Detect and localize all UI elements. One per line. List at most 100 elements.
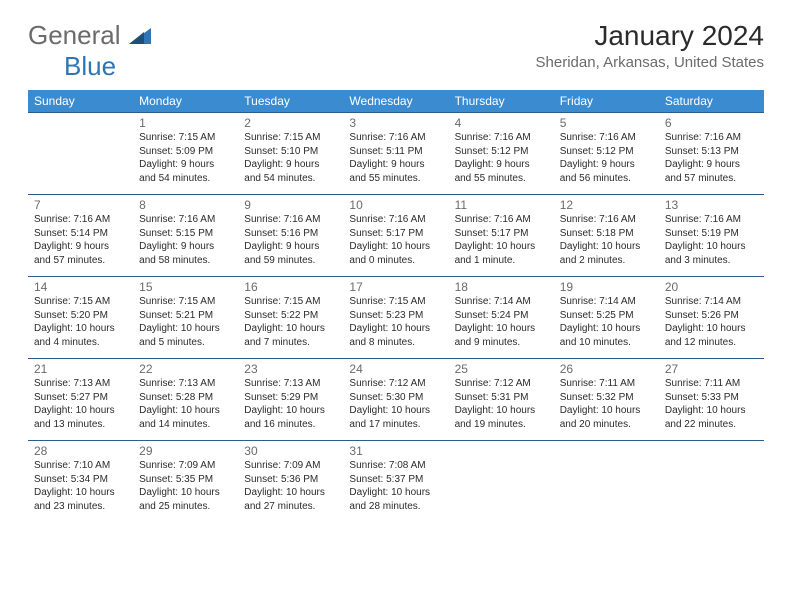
day-info: Sunrise: 7:08 AMSunset: 5:37 PMDaylight:… [349,459,442,513]
day-cell: 3Sunrise: 7:16 AMSunset: 5:11 PMDaylight… [343,113,448,195]
sunset-text: Sunset: 5:17 PM [455,227,548,241]
sunrise-text: Sunrise: 7:08 AM [349,459,442,473]
sunrise-text: Sunrise: 7:16 AM [665,213,758,227]
sunset-text: Sunset: 5:17 PM [349,227,442,241]
day-cell: 4Sunrise: 7:16 AMSunset: 5:12 PMDaylight… [449,113,554,195]
col-thursday: Thursday [449,90,554,113]
daylight-text-1: Daylight: 10 hours [34,322,127,336]
day-info: Sunrise: 7:16 AMSunset: 5:12 PMDaylight:… [560,131,653,185]
daylight-text-2: and 5 minutes. [139,336,232,350]
day-cell: 17Sunrise: 7:15 AMSunset: 5:23 PMDayligh… [343,277,448,359]
sunrise-text: Sunrise: 7:14 AM [560,295,653,309]
daylight-text-2: and 20 minutes. [560,418,653,432]
daylight-text-1: Daylight: 10 hours [139,322,232,336]
daylight-text-1: Daylight: 10 hours [244,404,337,418]
day-number: 2 [244,116,337,130]
daylight-text-2: and 13 minutes. [34,418,127,432]
daylight-text-1: Daylight: 10 hours [665,404,758,418]
week-row: 28Sunrise: 7:10 AMSunset: 5:34 PMDayligh… [28,441,764,523]
day-number: 1 [139,116,232,130]
daylight-text-1: Daylight: 10 hours [34,404,127,418]
logo-text: General Blue [28,20,151,82]
daylight-text-2: and 8 minutes. [349,336,442,350]
daylight-text-1: Daylight: 10 hours [34,486,127,500]
sunrise-text: Sunrise: 7:14 AM [455,295,548,309]
daylight-text-1: Daylight: 10 hours [349,322,442,336]
day-info: Sunrise: 7:16 AMSunset: 5:16 PMDaylight:… [244,213,337,267]
day-cell: 19Sunrise: 7:14 AMSunset: 5:25 PMDayligh… [554,277,659,359]
sunrise-text: Sunrise: 7:16 AM [349,213,442,227]
week-row: 21Sunrise: 7:13 AMSunset: 5:27 PMDayligh… [28,359,764,441]
daylight-text-1: Daylight: 9 hours [244,240,337,254]
daylight-text-2: and 27 minutes. [244,500,337,514]
day-number: 4 [455,116,548,130]
sunrise-text: Sunrise: 7:12 AM [455,377,548,391]
day-info: Sunrise: 7:16 AMSunset: 5:17 PMDaylight:… [349,213,442,267]
day-number: 24 [349,362,442,376]
sunrise-text: Sunrise: 7:09 AM [244,459,337,473]
day-number: 16 [244,280,337,294]
sunrise-text: Sunrise: 7:16 AM [244,213,337,227]
sunset-text: Sunset: 5:24 PM [455,309,548,323]
day-info: Sunrise: 7:13 AMSunset: 5:29 PMDaylight:… [244,377,337,431]
day-cell: 29Sunrise: 7:09 AMSunset: 5:35 PMDayligh… [133,441,238,523]
daylight-text-1: Daylight: 10 hours [349,404,442,418]
sunrise-text: Sunrise: 7:10 AM [34,459,127,473]
sunset-text: Sunset: 5:20 PM [34,309,127,323]
day-cell: 15Sunrise: 7:15 AMSunset: 5:21 PMDayligh… [133,277,238,359]
day-cell: 23Sunrise: 7:13 AMSunset: 5:29 PMDayligh… [238,359,343,441]
day-info: Sunrise: 7:11 AMSunset: 5:33 PMDaylight:… [665,377,758,431]
day-cell: 25Sunrise: 7:12 AMSunset: 5:31 PMDayligh… [449,359,554,441]
day-info: Sunrise: 7:16 AMSunset: 5:12 PMDaylight:… [455,131,548,185]
sunset-text: Sunset: 5:22 PM [244,309,337,323]
day-cell: 16Sunrise: 7:15 AMSunset: 5:22 PMDayligh… [238,277,343,359]
daylight-text-1: Daylight: 9 hours [139,158,232,172]
sunset-text: Sunset: 5:35 PM [139,473,232,487]
day-info: Sunrise: 7:12 AMSunset: 5:30 PMDaylight:… [349,377,442,431]
sunset-text: Sunset: 5:26 PM [665,309,758,323]
day-info: Sunrise: 7:14 AMSunset: 5:24 PMDaylight:… [455,295,548,349]
day-number: 19 [560,280,653,294]
daylight-text-1: Daylight: 10 hours [349,486,442,500]
sunset-text: Sunset: 5:14 PM [34,227,127,241]
day-number: 30 [244,444,337,458]
calendar-page: General Blue January 2024 Sheridan, Arka… [0,0,792,543]
calendar-body: 1Sunrise: 7:15 AMSunset: 5:09 PMDaylight… [28,113,764,523]
day-number: 12 [560,198,653,212]
daylight-text-2: and 4 minutes. [34,336,127,350]
day-info: Sunrise: 7:15 AMSunset: 5:21 PMDaylight:… [139,295,232,349]
sunset-text: Sunset: 5:21 PM [139,309,232,323]
daylight-text-2: and 56 minutes. [560,172,653,186]
sunset-text: Sunset: 5:34 PM [34,473,127,487]
day-number: 28 [34,444,127,458]
day-number: 3 [349,116,442,130]
day-info: Sunrise: 7:14 AMSunset: 5:25 PMDaylight:… [560,295,653,349]
sunrise-text: Sunrise: 7:15 AM [244,131,337,145]
day-info: Sunrise: 7:16 AMSunset: 5:18 PMDaylight:… [560,213,653,267]
sunset-text: Sunset: 5:36 PM [244,473,337,487]
day-number: 21 [34,362,127,376]
daylight-text-2: and 2 minutes. [560,254,653,268]
day-number: 11 [455,198,548,212]
day-number: 17 [349,280,442,294]
sunset-text: Sunset: 5:28 PM [139,391,232,405]
logo: General Blue [28,20,151,82]
daylight-text-2: and 58 minutes. [139,254,232,268]
sunrise-text: Sunrise: 7:16 AM [560,131,653,145]
day-cell: 30Sunrise: 7:09 AMSunset: 5:36 PMDayligh… [238,441,343,523]
day-number: 25 [455,362,548,376]
daylight-text-2: and 14 minutes. [139,418,232,432]
day-number: 8 [139,198,232,212]
daylight-text-1: Daylight: 9 hours [349,158,442,172]
day-cell: 9Sunrise: 7:16 AMSunset: 5:16 PMDaylight… [238,195,343,277]
day-info: Sunrise: 7:16 AMSunset: 5:17 PMDaylight:… [455,213,548,267]
sunset-text: Sunset: 5:23 PM [349,309,442,323]
day-cell [659,441,764,523]
day-cell: 24Sunrise: 7:12 AMSunset: 5:30 PMDayligh… [343,359,448,441]
day-number: 9 [244,198,337,212]
week-row: 14Sunrise: 7:15 AMSunset: 5:20 PMDayligh… [28,277,764,359]
day-number: 26 [560,362,653,376]
day-number: 31 [349,444,442,458]
daylight-text-2: and 10 minutes. [560,336,653,350]
title-block: January 2024 Sheridan, Arkansas, United … [536,20,764,71]
